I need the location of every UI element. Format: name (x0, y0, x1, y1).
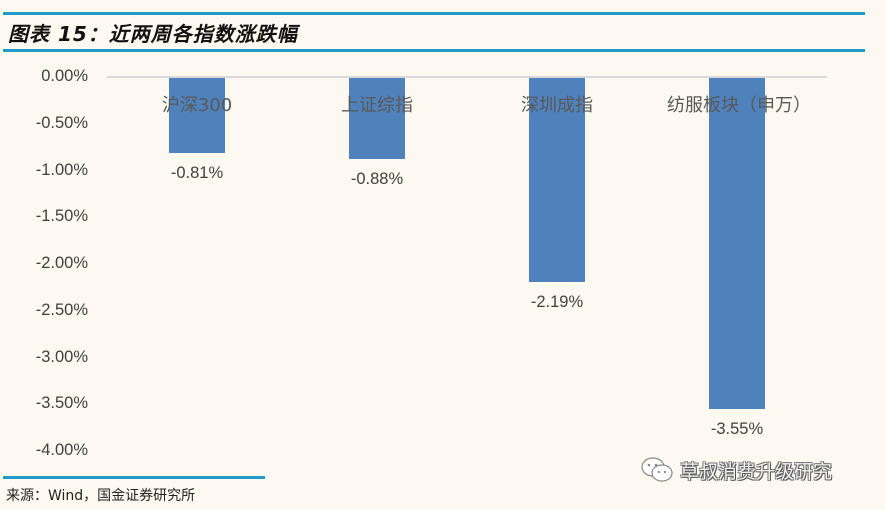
y-tick-label: -1.50% (35, 207, 88, 226)
category-label: 沪深300 (161, 95, 233, 116)
bottom-rule (3, 476, 265, 479)
source-note: 来源：Wind，国金证券研究所 (6, 488, 196, 504)
top-rule (3, 12, 865, 15)
data-label: -3.55% (710, 419, 764, 438)
bar (529, 78, 585, 282)
y-tick-label: 0.00% (41, 67, 88, 85)
chart-title: 图表 15：近两周各指数涨跌幅 (8, 22, 298, 46)
category-label: 上证综指 (341, 95, 413, 116)
data-label: -2.19% (530, 292, 584, 311)
watermark-text: 草叔消费升级研究 (680, 460, 833, 483)
title-underline-rule (3, 49, 865, 52)
y-tick-label: -4.00% (35, 441, 88, 459)
wechat-icon (641, 457, 673, 482)
zero-axis-line (107, 76, 827, 78)
bar (349, 78, 405, 160)
watermark: 草叔消费升级研究 (640, 455, 832, 485)
bar-chart: 0.00% -0.50% -1.00% -1.50% -2.00% -2.50% -3.00… (35, 67, 827, 459)
y-tick-label: -2.50% (35, 300, 88, 319)
y-tick-label: -3.00% (35, 347, 88, 366)
y-tick-label: -1.00% (35, 160, 88, 179)
y-tick-label: -0.50% (35, 113, 88, 132)
bar (709, 78, 765, 409)
y-tick-label: -3.50% (35, 394, 88, 413)
bar (169, 78, 225, 153)
data-label: -0.88% (350, 170, 404, 189)
category-label: 纺服板块（申万） (667, 95, 811, 116)
data-label: -0.81% (170, 163, 224, 182)
category-label: 深圳成指 (521, 95, 593, 116)
y-tick-label: -2.00% (35, 254, 88, 272)
